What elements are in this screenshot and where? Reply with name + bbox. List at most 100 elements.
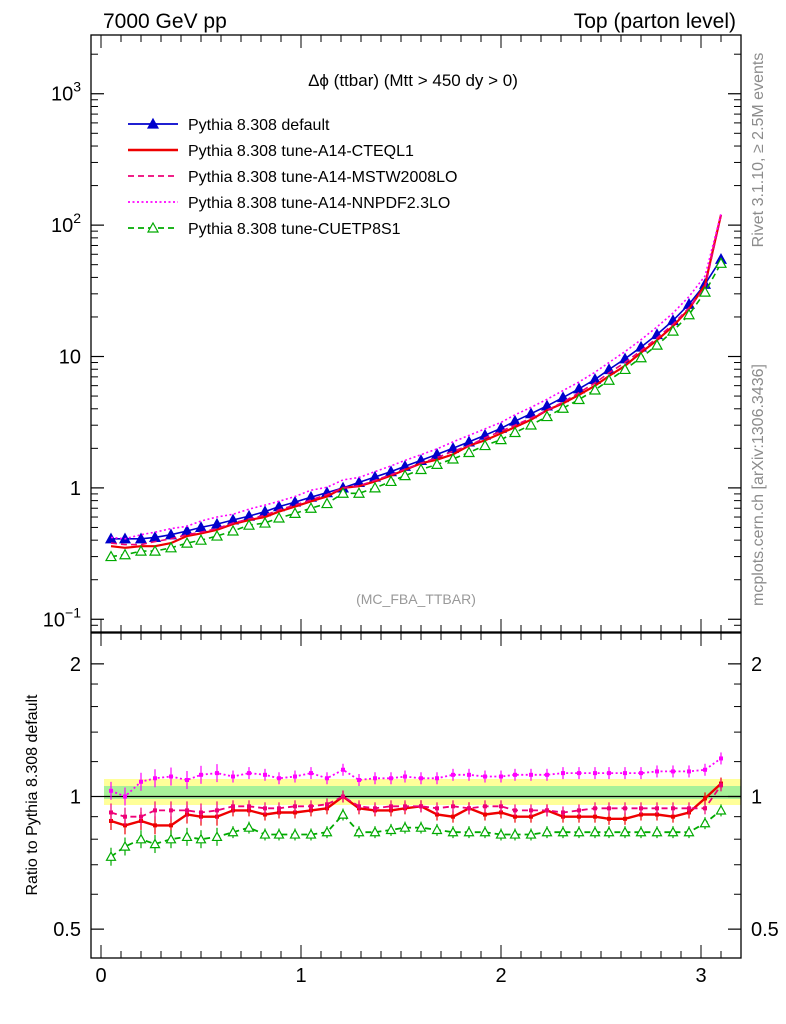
ratio-series-point: [153, 823, 157, 828]
ratio-ytick-label-right: 2: [751, 654, 762, 676]
ratio-series-point: [447, 826, 459, 837]
mcplots-label: mcplots.cern.ch [arXiv:1306.3436]: [750, 364, 767, 606]
ratio-series-point: [215, 808, 219, 813]
rivet-label: Rivet 3.1.10, ≥ 2.5M events: [750, 53, 767, 248]
main-series-point: [430, 458, 444, 469]
ratio-series-point: [479, 826, 491, 837]
main-series-point: [508, 414, 522, 426]
ratio-series-point: [529, 808, 533, 813]
ratio-series-point: [607, 771, 611, 776]
main-series-point: [634, 351, 648, 363]
ratio-series-point: [123, 814, 127, 819]
main-series-point: [398, 469, 412, 481]
ratio-series-point: [561, 771, 565, 776]
main-frame: [90, 34, 742, 633]
main-series-point: [556, 391, 570, 403]
main-series-point: [320, 497, 334, 509]
ratio-series-point: [337, 808, 349, 819]
ratio-series-point: [231, 804, 235, 809]
ratio-series-point: [607, 816, 611, 821]
ratio-series-point: [419, 804, 423, 809]
legend-marker: [146, 221, 160, 233]
ratio-ytick-label-left: 0.5: [53, 919, 81, 941]
ratio-series-point: [185, 778, 189, 783]
ratio-series-point: [215, 771, 219, 776]
ratio-series-point: [639, 812, 643, 817]
ratio-xtick-label: 1: [295, 965, 306, 987]
ratio-series-point: [483, 812, 487, 817]
ratio-series-point: [513, 814, 517, 819]
ratio-series-point: [169, 823, 173, 828]
main-series-point: [556, 401, 570, 413]
main-series-point: [180, 536, 194, 548]
ratio-series-point: [607, 806, 611, 811]
ratio-series-point: [169, 774, 173, 779]
main-series-point: [650, 338, 664, 350]
ratio-series-point: [227, 826, 239, 837]
ratio-series-point: [309, 804, 313, 809]
ratio-ylabel: Ratio to Pythia 8.308 default: [24, 694, 41, 896]
ratio-series-point: [639, 806, 643, 811]
ratio-series-point: [123, 794, 127, 799]
ratio-series-point: [703, 767, 707, 772]
ratio-series-point: [385, 824, 397, 835]
main-series-line: [110, 214, 723, 549]
ratio-series-point: [671, 814, 675, 819]
ratio-series-point: [415, 821, 427, 832]
ratio-series-point: [499, 774, 503, 779]
ratio-series-point: [243, 821, 255, 832]
main-ytick-label: 10−1: [43, 604, 81, 631]
ratio-series-point: [263, 806, 267, 811]
ratio-series-point: [309, 771, 313, 776]
main-series-point: [104, 532, 118, 544]
legend: Pythia 8.308 default Pythia 8.308 tune-A1…: [128, 117, 457, 238]
ratio-series-group: [105, 752, 727, 866]
ratio-series-point: [451, 804, 455, 809]
main-series-point: [414, 463, 428, 475]
ratio-series-point: [655, 806, 659, 811]
main-series-point: [134, 532, 148, 544]
ratio-series-point: [105, 850, 117, 861]
main-panel: 10−1 1 10 102 103 Δϕ (ttbar) (Mtt > 450 dy >…: [43, 34, 742, 633]
ratio-series-point: [247, 771, 251, 776]
ratio-series-point: [593, 806, 597, 811]
ratio-series-point: [357, 778, 361, 783]
ratio-series-point: [683, 826, 695, 837]
main-title: Δϕ (ttbar) (Mtt > 450 dy > 0): [308, 71, 518, 90]
ratio-series-point: [467, 772, 471, 777]
main-series-point: [104, 550, 118, 562]
ratio-series-point: [199, 810, 203, 815]
ratio-series-point: [389, 776, 393, 781]
ratio-xtick-label: 3: [695, 965, 706, 987]
ratio-series-point: [109, 788, 113, 793]
ratio-series-point: [169, 808, 173, 813]
main-series-point: [666, 324, 680, 336]
ratio-series-point: [435, 776, 439, 781]
ratio-series-point: [577, 771, 581, 776]
ratio-series-point: [369, 826, 381, 837]
main-series-point: [134, 544, 148, 556]
ratio-series-point: [483, 774, 487, 779]
main-series-point: [572, 382, 586, 394]
legend-label: Pythia 8.308 tune-CUETP8S1: [188, 221, 401, 238]
main-series-point: [572, 393, 586, 405]
legend-label: Pythia 8.308 tune-A14-CTEQL1: [188, 143, 414, 160]
main-ytick-label: 10: [59, 347, 81, 369]
ratio-series-point: [403, 774, 407, 779]
ratio-series-point: [687, 769, 691, 774]
ratio-ytick-label-right: 0.5: [751, 919, 779, 941]
ratio-panel: 0.5 0.5 1 1 2 2 0 1 2 3 Ratio to Pythia 8.308 def…: [24, 632, 779, 987]
ratio-series-point: [399, 821, 411, 832]
ratio-series-point: [263, 772, 267, 777]
ratio-series-point: [153, 776, 157, 781]
ratio-series-point: [623, 806, 627, 811]
ratio-series-point: [273, 828, 285, 839]
ratio-series-point: [719, 756, 723, 761]
ratio-series-point: [165, 833, 177, 844]
ratio-series-point: [545, 772, 549, 777]
ratio-series-point: [277, 806, 281, 811]
ratio-series-line: [110, 757, 722, 798]
ratio-series-point: [451, 772, 455, 777]
ratio-series-point: [321, 826, 333, 837]
